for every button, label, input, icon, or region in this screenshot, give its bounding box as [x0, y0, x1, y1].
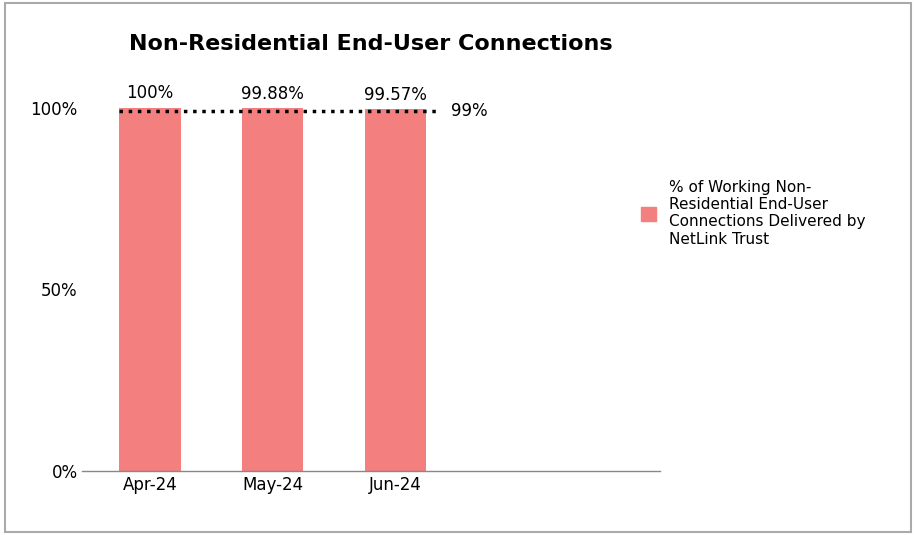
Bar	[365, 109, 426, 471]
Legend: % of Working Non-
Residential End-User
Connections Delivered by
NetLink Trust: % of Working Non- Residential End-User C…	[635, 173, 871, 253]
Bar	[242, 108, 303, 471]
Text: 99.57%: 99.57%	[364, 86, 427, 104]
Text: 100%: 100%	[126, 85, 174, 102]
Bar	[119, 108, 180, 471]
Title: Non-Residential End-User Connections: Non-Residential End-User Connections	[129, 34, 613, 55]
Text: 99%: 99%	[451, 102, 487, 120]
Text: 99.88%: 99.88%	[241, 85, 304, 103]
